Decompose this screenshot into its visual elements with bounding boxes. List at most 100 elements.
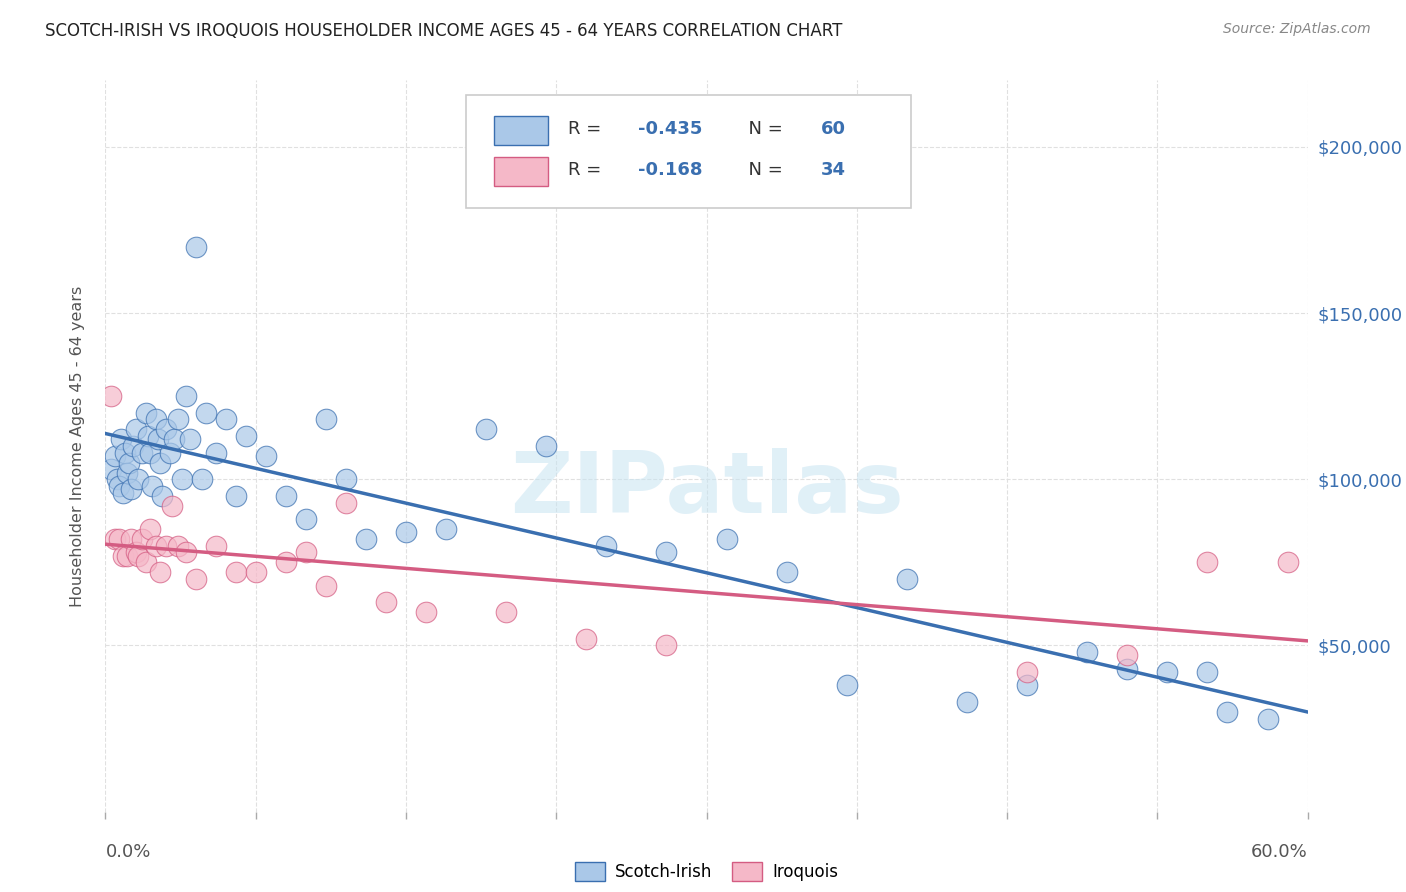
Text: 0.0%: 0.0% <box>105 843 150 861</box>
Point <box>121 482 143 496</box>
FancyBboxPatch shape <box>465 95 911 209</box>
Point <box>575 632 598 646</box>
Point <box>174 389 197 403</box>
Point <box>146 433 169 447</box>
Point <box>1017 678 1039 692</box>
Point <box>1197 665 1219 679</box>
Point <box>534 439 557 453</box>
Point <box>104 449 127 463</box>
Point <box>145 539 167 553</box>
Point <box>495 605 517 619</box>
Point <box>194 406 217 420</box>
Point <box>655 545 678 559</box>
Point <box>112 485 135 500</box>
Point <box>166 539 188 553</box>
Point <box>174 545 197 559</box>
Point <box>315 579 337 593</box>
Point <box>148 456 170 470</box>
Point <box>166 412 188 426</box>
Bar <box>494 116 548 145</box>
Y-axis label: Householder Income Ages 45 - 64 years: Householder Income Ages 45 - 64 years <box>70 285 84 607</box>
Point <box>121 532 143 546</box>
Point <box>354 532 377 546</box>
Point <box>184 572 207 586</box>
Point <box>235 429 257 443</box>
Point <box>204 445 226 459</box>
Point <box>335 472 357 486</box>
Point <box>131 445 153 459</box>
Point <box>1197 555 1219 569</box>
Point <box>295 512 318 526</box>
Point <box>100 462 122 476</box>
Bar <box>494 157 548 186</box>
Point <box>112 549 135 563</box>
Text: R =: R = <box>568 120 613 138</box>
Point <box>141 479 163 493</box>
Point <box>155 539 177 553</box>
Point <box>225 566 247 580</box>
Point <box>374 595 398 609</box>
Point <box>160 499 183 513</box>
Legend: Scotch-Irish, Iroquois: Scotch-Irish, Iroquois <box>568 855 845 888</box>
Point <box>395 525 418 540</box>
Point <box>595 539 617 553</box>
Point <box>124 545 146 559</box>
Text: -0.168: -0.168 <box>638 161 703 179</box>
Point <box>254 449 277 463</box>
Text: 60.0%: 60.0% <box>1251 843 1308 861</box>
Point <box>131 532 153 546</box>
Point <box>118 456 141 470</box>
Text: N =: N = <box>737 161 789 179</box>
Text: Source: ZipAtlas.com: Source: ZipAtlas.com <box>1223 22 1371 37</box>
Text: 34: 34 <box>821 161 846 179</box>
Point <box>245 566 267 580</box>
Point <box>434 522 457 536</box>
Text: R =: R = <box>568 161 613 179</box>
Text: SCOTCH-IRISH VS IROQUOIS HOUSEHOLDER INCOME AGES 45 - 64 YEARS CORRELATION CHART: SCOTCH-IRISH VS IROQUOIS HOUSEHOLDER INC… <box>45 22 842 40</box>
Point <box>315 412 337 426</box>
Point <box>956 695 979 709</box>
Point <box>1017 665 1039 679</box>
Point <box>100 389 122 403</box>
Point <box>655 639 678 653</box>
Point <box>138 522 160 536</box>
Point <box>214 412 236 426</box>
Point <box>1257 712 1279 726</box>
Point <box>190 472 212 486</box>
Point <box>170 472 193 486</box>
Point <box>155 422 177 436</box>
Point <box>145 412 167 426</box>
Point <box>104 532 127 546</box>
Point <box>138 445 160 459</box>
Point <box>127 549 149 563</box>
Point <box>136 429 159 443</box>
Point <box>1277 555 1299 569</box>
Point <box>1116 648 1139 663</box>
Point <box>110 433 132 447</box>
Point <box>108 479 131 493</box>
Point <box>776 566 799 580</box>
Point <box>274 555 297 569</box>
Point <box>179 433 201 447</box>
Point <box>159 445 181 459</box>
Point <box>1116 662 1139 676</box>
Point <box>135 555 157 569</box>
Point <box>415 605 437 619</box>
Point <box>335 495 357 509</box>
Point <box>835 678 858 692</box>
Text: ZIPatlas: ZIPatlas <box>509 449 904 532</box>
Point <box>475 422 498 436</box>
Point <box>114 445 136 459</box>
Point <box>150 489 173 503</box>
Text: 60: 60 <box>821 120 846 138</box>
Point <box>127 472 149 486</box>
Point <box>117 466 139 480</box>
Point <box>135 406 157 420</box>
Point <box>716 532 738 546</box>
Point <box>295 545 318 559</box>
Point <box>117 549 139 563</box>
Point <box>225 489 247 503</box>
Point <box>184 239 207 253</box>
Point <box>122 439 145 453</box>
Point <box>1216 705 1239 719</box>
